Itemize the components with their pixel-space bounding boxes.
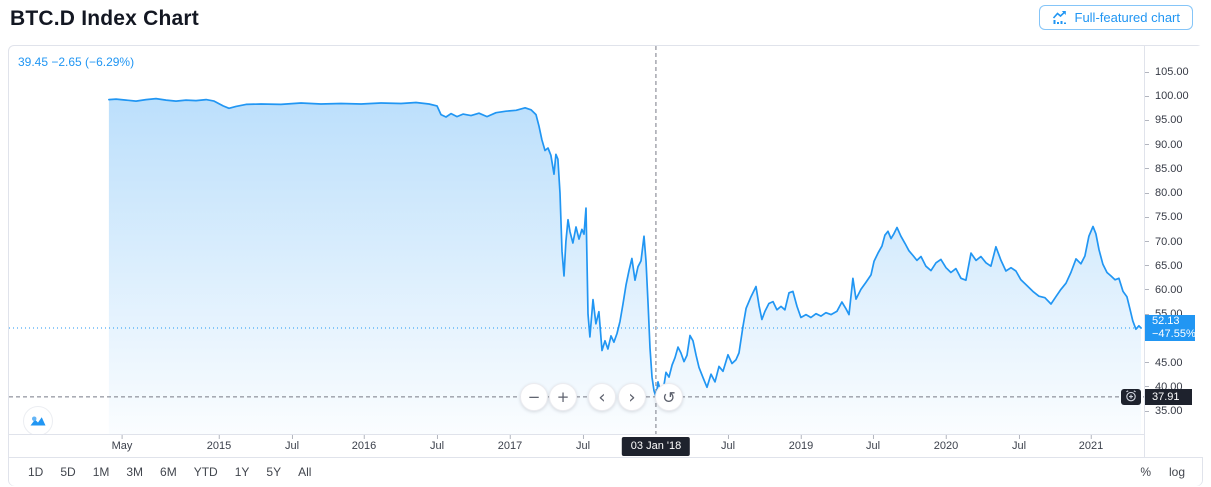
full-featured-chart-label: Full-featured chart [1074,10,1181,25]
range-button-3m[interactable]: 3M [126,465,144,479]
x-axis-label: Jul [865,435,881,452]
full-featured-chart-button[interactable]: Full-featured chart [1038,5,1193,30]
y-axis-tick: 75.00 [1145,210,1183,224]
y-axis-tick: 65.00 [1145,259,1183,273]
x-axis-label: 2021 [1078,435,1104,452]
countdown-clock-button[interactable] [1121,389,1141,405]
crosshair-date-badge: 03 Jan '18 [621,437,691,456]
last-price-value: 52.13 [1152,315,1180,327]
x-axis-label: 2019 [788,435,814,452]
range-button-6m[interactable]: 6M [160,465,177,479]
bottom-toolbar: 1D 5D 1M 3M 6M YTD 1Y 5Y All % log [9,457,1202,486]
area-chart-icon [1052,10,1068,25]
range-button-ytd[interactable]: YTD [193,465,218,479]
last-price-badge: 52.13 −47.55% [1145,315,1196,341]
chevron-left-button[interactable]: ‹ [588,383,616,411]
area-fill [108,98,1141,434]
y-axis-tick: 100.00 [1145,89,1189,103]
x-axis-label: 2016 [351,435,377,452]
log-scale-button[interactable]: log [1168,465,1185,479]
range-button-all[interactable]: All [298,465,312,479]
y-axis-tick: 70.00 [1145,235,1183,249]
range-button-1y[interactable]: 1Y [234,465,250,479]
chart-widget: 39.45 −2.65 (−6.29%) − + ‹ › ↺ [8,45,1203,486]
y-axis-tick: 90.00 [1145,138,1183,152]
x-axis-label: Jul [429,435,445,452]
x-axis-label: Jul [720,435,736,452]
minus-button[interactable]: − [520,383,548,411]
y-axis-tick: 80.00 [1145,186,1183,200]
y-axis-tick: 85.00 [1145,162,1183,176]
price-chart [9,46,1144,434]
x-axis-label: 2015 [206,435,232,452]
x-axis-label: 2020 [933,435,959,452]
x-axis-label: May [111,435,133,452]
chevron-right-icon: › [628,386,636,408]
range-button-1d[interactable]: 1D [28,465,44,479]
chart-plot-area[interactable]: − + ‹ › ↺ [9,46,1144,434]
range-button-1m[interactable]: 1M [92,465,110,479]
y-axis-tick: 95.00 [1145,113,1183,127]
page-title: BTC.D Index Chart [10,7,199,30]
chevron-right-button[interactable]: › [618,383,646,411]
y-axis-tick: 45.00 [1145,356,1183,370]
percent-scale-button[interactable]: % [1140,465,1151,479]
time-axis[interactable]: 03 Jan '18 May 2015 Jul 2016 Jul 2017 Jul Jul 20… [9,434,1144,457]
quote-summary: 39.45 −2.65 (−6.29%) [18,55,135,69]
y-axis-tick: 35.00 [1145,404,1183,418]
range-button-5d[interactable]: 5D [60,465,76,479]
range-button-5y[interactable]: 5Y [266,465,282,479]
x-axis-label: Jul [575,435,591,452]
mountain-logo-icon [30,416,46,426]
plus-button[interactable]: + [549,383,577,411]
plus-icon: + [556,388,570,406]
tradingview-logo[interactable] [23,406,53,434]
x-axis-label: 2017 [497,435,523,452]
minus-icon: − [527,388,541,406]
x-axis-label: Jul [284,435,300,452]
page-header: BTC.D Index Chart Full-featured chart [0,0,1211,45]
price-axis[interactable]: 52.13 −47.55% 37.91 105.00 100.00 95.00 90.… [1144,46,1203,457]
alarm-clock-icon [1125,389,1137,405]
scale-selector: % log [1139,463,1202,481]
last-price-change: −47.55% [1152,328,1196,340]
y-axis-tick: 60.00 [1145,283,1183,297]
reset-button[interactable]: ↺ [655,383,683,411]
x-axis-label: Jul [1011,435,1027,452]
chevron-left-icon: ‹ [598,386,606,408]
y-axis-tick: 105.00 [1145,65,1189,79]
date-range-selector: 1D 5D 1M 3M 6M YTD 1Y 5Y All [9,463,312,481]
crosshair-price-badge: 37.91 [1145,389,1192,405]
price-line [108,97,1142,398]
reset-icon: ↺ [662,387,676,407]
